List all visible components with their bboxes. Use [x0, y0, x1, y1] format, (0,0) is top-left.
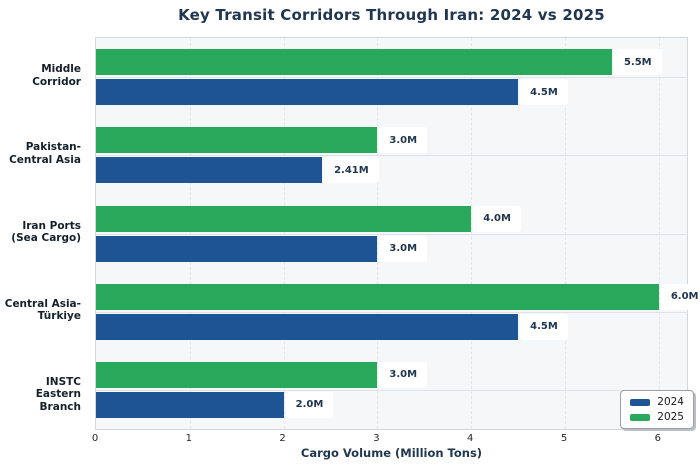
bar-2024	[96, 391, 284, 418]
y-gridline	[96, 155, 687, 157]
bar-value-label: 2.41M	[324, 157, 379, 184]
bar-value-label: 2.0M	[285, 391, 334, 418]
bar-2024	[96, 235, 378, 262]
y-category-label: Central Asia- Türkiye	[4, 297, 81, 323]
y-gridline	[96, 389, 687, 391]
chart-title: Key Transit Corridors Through Iran: 2024…	[178, 6, 605, 24]
legend-entry: 2024	[630, 396, 684, 408]
bar-value-label: 3.0M	[379, 235, 428, 262]
x-tick-label: 3	[373, 433, 380, 444]
x-tick-label: 2	[279, 433, 286, 444]
legend-label: 2024	[657, 396, 684, 408]
x-axis-label: Cargo Volume (Million Tons)	[300, 446, 483, 460]
y-category-label: Iran Ports (Sea Cargo)	[11, 219, 81, 245]
bar-2024	[96, 79, 519, 106]
bar-value-label: 4.5M	[520, 79, 568, 106]
bar-value-label: 3.0M	[379, 361, 428, 388]
x-axis-ticks: 0 1 2 3 4 5 6	[92, 430, 688, 444]
y-category-label: INSTC Eastern Branch	[35, 375, 81, 413]
y-gridline	[96, 77, 687, 79]
y-category-label: Middle Corridor	[32, 63, 81, 88]
plot-area: 5.5M 4.5M 3.0M 2.41M 4.0M 3.0M 6.0M 4.5M 3.0M 2.0…	[95, 37, 700, 430]
bar-value-label: 5.5M	[613, 49, 662, 76]
bar-value-label: 4.0M	[473, 205, 521, 232]
bar-2025	[96, 49, 612, 76]
x-tick-label: 0	[91, 433, 99, 444]
bar-value-label: 3.0M	[379, 127, 428, 154]
bar-2025	[96, 283, 659, 310]
x-tick-label: 4	[467, 433, 474, 444]
legend: 2024 2025	[620, 390, 694, 429]
bar-2025	[96, 127, 378, 154]
legend-label: 2025	[657, 411, 684, 423]
bar-value-label: 4.5M	[520, 313, 568, 340]
y-gridline	[96, 233, 687, 235]
bar-2024	[96, 157, 323, 184]
x-tick-label: 1	[185, 433, 192, 444]
bar-value-label: 6.0M	[660, 283, 700, 310]
bar-2024	[96, 313, 519, 340]
y-gridline	[96, 311, 687, 313]
legend-entry: 2025	[630, 411, 684, 423]
y-axis-labels: Middle Corridor Pakistan- Central Asia Ira…	[0, 37, 88, 430]
legend-swatch-2025	[630, 413, 651, 421]
x-tick-label: 6	[654, 433, 662, 444]
y-category-label: Pakistan- Central Asia	[9, 141, 81, 166]
x-tick-label: 5	[560, 433, 568, 444]
bar-2025	[96, 205, 472, 232]
legend-swatch-2024	[630, 398, 651, 406]
bar-2025	[96, 361, 378, 388]
